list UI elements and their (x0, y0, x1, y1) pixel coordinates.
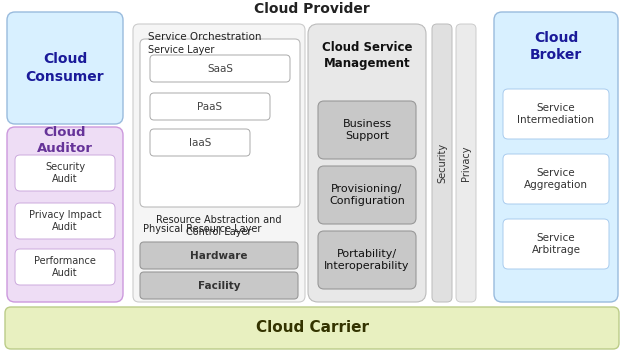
FancyBboxPatch shape (318, 231, 416, 289)
Text: Service
Arbitrage: Service Arbitrage (531, 233, 581, 255)
FancyBboxPatch shape (5, 307, 619, 349)
Text: Service Layer: Service Layer (148, 45, 214, 55)
FancyBboxPatch shape (432, 24, 452, 302)
Text: Cloud
Auditor: Cloud Auditor (37, 126, 93, 155)
Text: Privacy Impact
Audit: Privacy Impact Audit (29, 210, 101, 232)
FancyBboxPatch shape (456, 24, 476, 302)
Text: Resource Abstraction and
Control Layer: Resource Abstraction and Control Layer (156, 215, 282, 237)
Text: Provisioning/
Configuration: Provisioning/ Configuration (329, 184, 405, 206)
FancyBboxPatch shape (318, 101, 416, 159)
Text: Security
Audit: Security Audit (45, 162, 85, 184)
Text: Cloud
Consumer: Cloud Consumer (26, 52, 104, 84)
Text: IaaS: IaaS (189, 138, 211, 148)
Text: Service
Intermediation: Service Intermediation (518, 103, 594, 125)
Text: PaaS: PaaS (198, 102, 222, 112)
FancyBboxPatch shape (503, 219, 609, 269)
Text: Cloud Service
Management: Cloud Service Management (322, 41, 412, 70)
Text: Service Orchestration: Service Orchestration (148, 32, 261, 42)
FancyBboxPatch shape (140, 272, 298, 299)
FancyBboxPatch shape (150, 93, 270, 120)
Text: Service
Aggregation: Service Aggregation (524, 168, 588, 190)
FancyBboxPatch shape (140, 39, 300, 207)
Text: Cloud Carrier: Cloud Carrier (256, 321, 369, 336)
FancyBboxPatch shape (150, 55, 290, 82)
Text: Physical Resource Layer: Physical Resource Layer (143, 224, 261, 234)
FancyBboxPatch shape (318, 166, 416, 224)
FancyBboxPatch shape (7, 12, 123, 124)
FancyBboxPatch shape (15, 203, 115, 239)
Text: Performance
Audit: Performance Audit (34, 256, 96, 278)
Text: SaaS: SaaS (207, 64, 233, 74)
FancyBboxPatch shape (150, 129, 250, 156)
FancyBboxPatch shape (140, 242, 298, 269)
Text: Facility: Facility (198, 281, 240, 291)
FancyBboxPatch shape (15, 155, 115, 191)
Text: Business
Support: Business Support (342, 119, 391, 141)
Text: Hardware: Hardware (190, 251, 248, 261)
FancyBboxPatch shape (15, 249, 115, 285)
FancyBboxPatch shape (308, 24, 426, 302)
FancyBboxPatch shape (133, 24, 305, 302)
Text: Portability/
Interoperability: Portability/ Interoperability (324, 249, 410, 271)
Text: Cloud
Broker: Cloud Broker (530, 31, 582, 62)
FancyBboxPatch shape (7, 127, 123, 302)
FancyBboxPatch shape (503, 154, 609, 204)
FancyBboxPatch shape (494, 12, 618, 302)
Text: Cloud Provider: Cloud Provider (254, 2, 370, 16)
Text: Privacy: Privacy (461, 145, 471, 181)
FancyBboxPatch shape (503, 89, 609, 139)
Text: Security: Security (437, 143, 447, 183)
